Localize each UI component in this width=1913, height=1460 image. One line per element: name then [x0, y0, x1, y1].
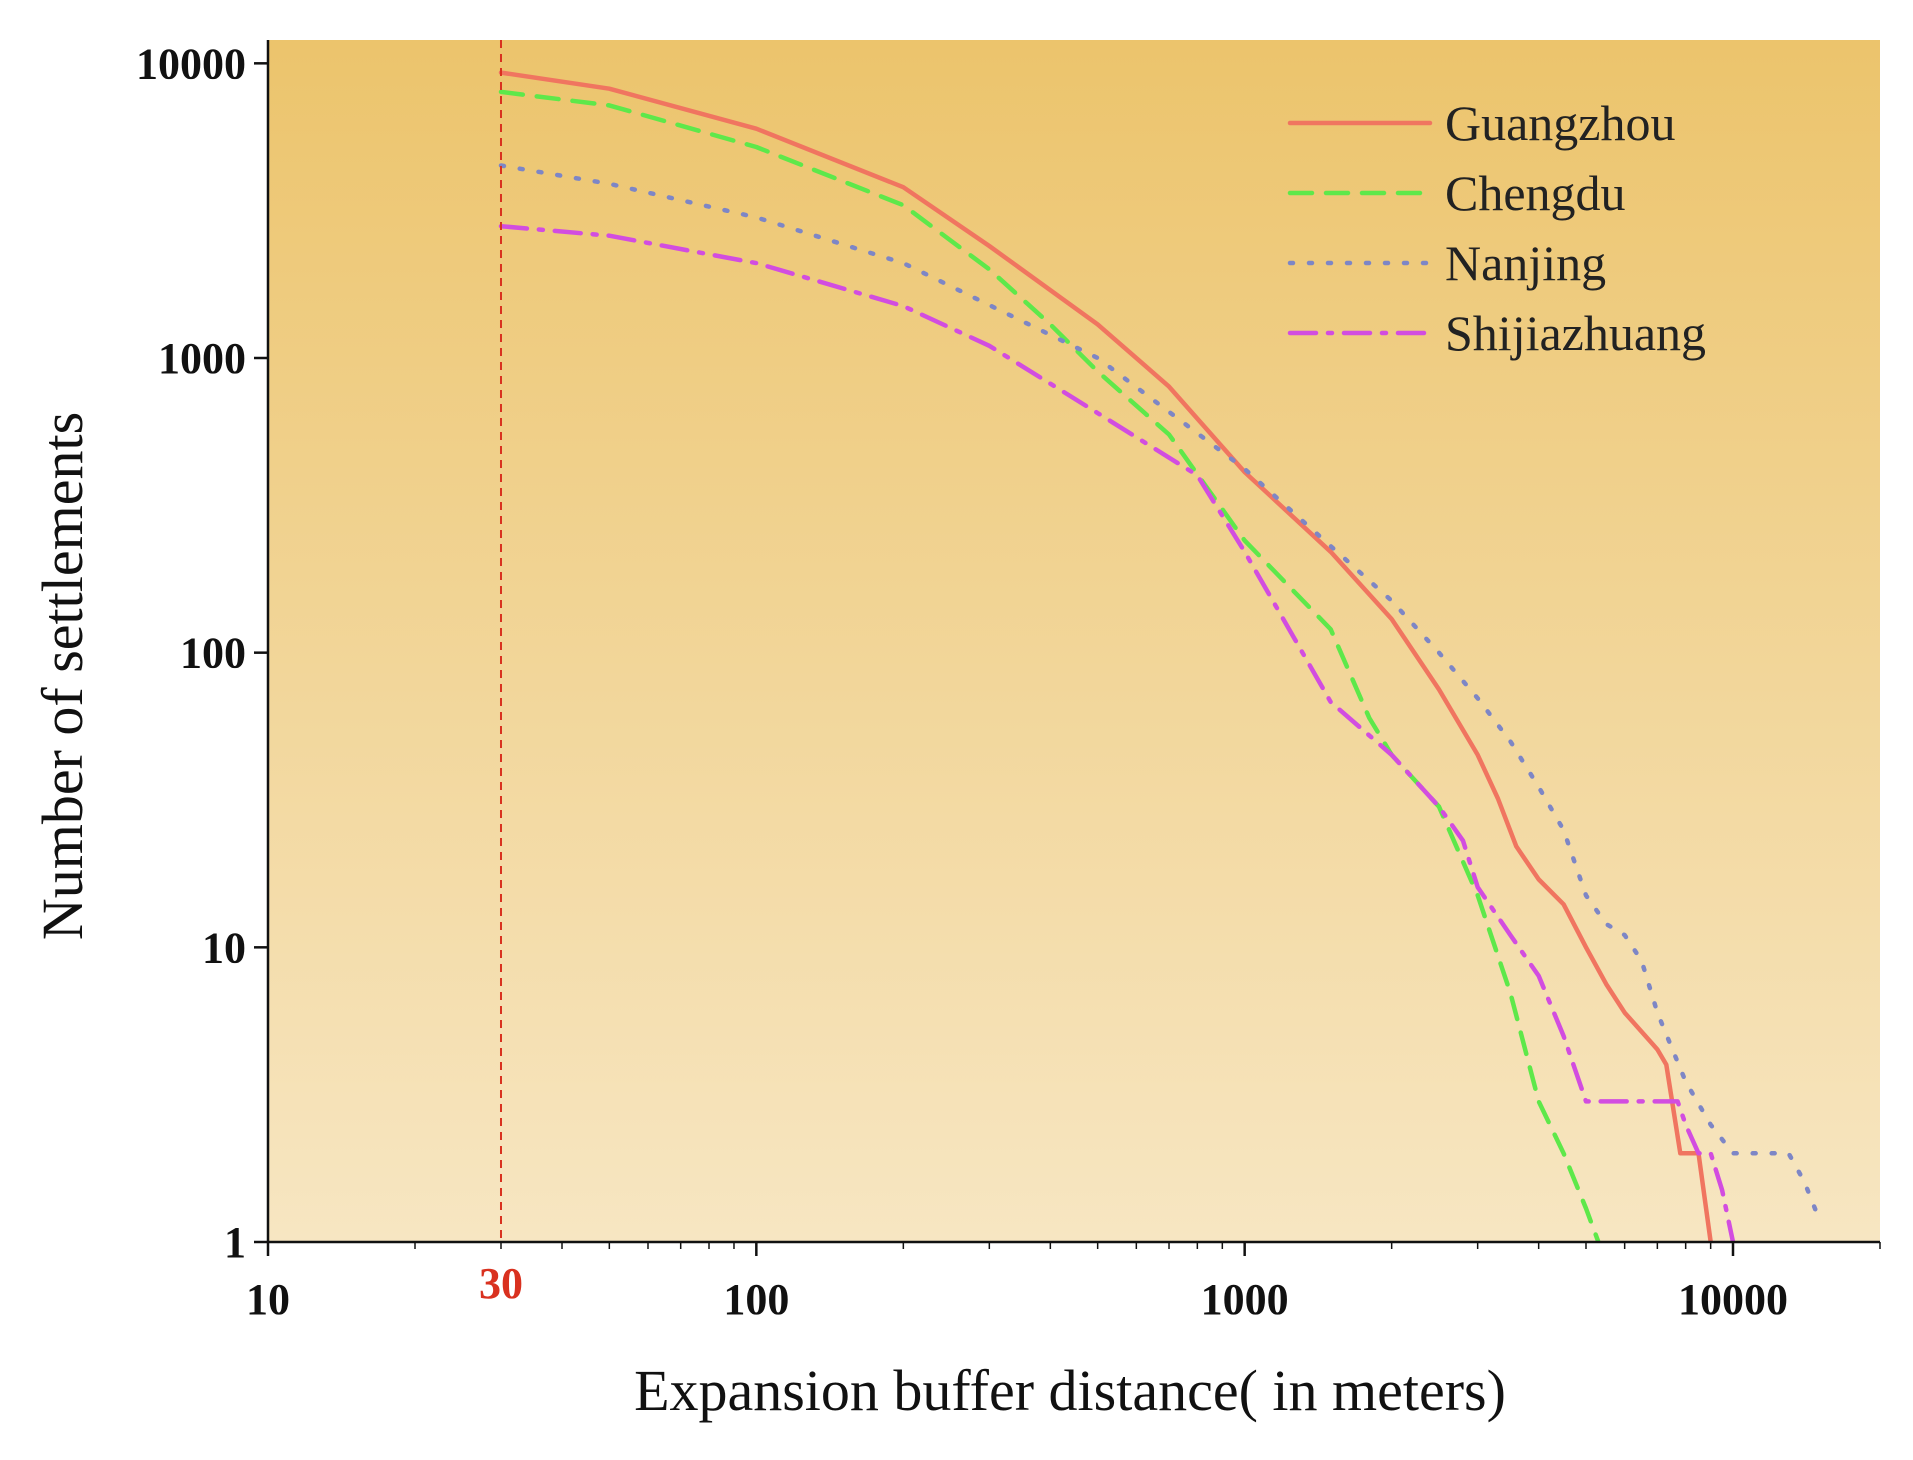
x-axis-title: Expansion buffer distance( in meters): [634, 1358, 1506, 1423]
y-axis-title: Number of settlements: [30, 412, 95, 940]
y-tick-label: 1: [224, 1218, 246, 1267]
x-tick-label: 10000: [1678, 1275, 1788, 1324]
reference-line-label: 30: [479, 1259, 523, 1308]
plot-background: [268, 40, 1880, 1242]
legend-label-chengdu: Chengdu: [1445, 165, 1626, 221]
y-tick-label: 10: [202, 923, 246, 972]
series-layer: [498, 70, 1822, 1242]
x-tick-label: 100: [723, 1275, 789, 1324]
legend-label-nanjing: Nanjing: [1445, 235, 1606, 291]
series-line-guangzhou: [498, 70, 1713, 1242]
y-tick-label: 100: [180, 629, 246, 678]
series-line-nanjing: [498, 163, 1822, 1221]
legend-label-guangzhou: Guangzhou: [1445, 95, 1676, 151]
x-tick-label: 1000: [1201, 1275, 1289, 1324]
legend-label-shijiazhuang: Shijiazhuang: [1445, 305, 1706, 361]
legend: Guangzhou Chengdu Nanjing Shijiazhuang: [1287, 95, 1706, 361]
y-tick-label: 10000: [136, 39, 246, 88]
y-tick-label: 1000: [158, 334, 246, 383]
x-tick-label: 10: [246, 1275, 290, 1324]
series-line-shijiazhuang: [498, 223, 1736, 1242]
series-line-chengdu: [498, 89, 1601, 1242]
